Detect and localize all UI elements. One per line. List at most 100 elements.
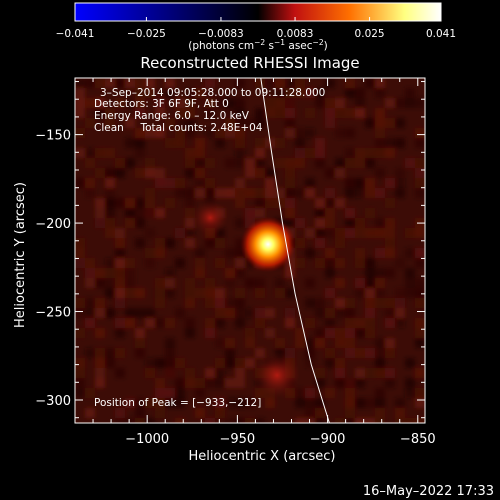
texture-cell bbox=[285, 288, 295, 298]
texture-cell bbox=[415, 228, 425, 238]
texture-cell bbox=[315, 228, 325, 238]
texture-cell bbox=[145, 368, 155, 378]
x-tick-label: −900 bbox=[310, 432, 346, 447]
texture-cell bbox=[75, 358, 85, 368]
texture-cell bbox=[375, 228, 385, 238]
y-tick-label: −200 bbox=[35, 217, 71, 232]
texture-cell bbox=[85, 158, 95, 168]
texture-cell bbox=[85, 118, 95, 128]
texture-cell bbox=[265, 98, 275, 108]
texture-cell bbox=[415, 398, 425, 408]
texture-cell bbox=[75, 308, 85, 318]
texture-cell bbox=[365, 268, 375, 278]
y-axis-ticks: −150 −200 −250 −300 bbox=[35, 81, 425, 419]
texture-cell bbox=[135, 168, 145, 178]
texture-cell bbox=[195, 168, 205, 178]
colorbar bbox=[75, 3, 441, 21]
texture-cell bbox=[95, 348, 105, 358]
texture-cell bbox=[415, 188, 425, 198]
texture-cell bbox=[165, 198, 175, 208]
texture-cell bbox=[135, 98, 145, 108]
texture-cell bbox=[295, 258, 305, 268]
texture-cell bbox=[155, 128, 165, 138]
texture-cell bbox=[85, 188, 95, 198]
texture-cell bbox=[315, 198, 325, 208]
texture-cell bbox=[305, 278, 315, 288]
texture-cell bbox=[345, 128, 355, 138]
texture-cell bbox=[355, 88, 365, 98]
texture-cell bbox=[355, 218, 365, 228]
texture-cell bbox=[375, 278, 385, 288]
texture-cell bbox=[225, 98, 235, 108]
texture-cell bbox=[295, 238, 305, 248]
texture-cell bbox=[295, 78, 305, 88]
texture-cell bbox=[75, 388, 85, 398]
texture-cell bbox=[75, 148, 85, 158]
texture-cell bbox=[325, 348, 335, 358]
texture-cell bbox=[155, 378, 165, 388]
texture-cell bbox=[355, 278, 365, 288]
texture-cell bbox=[385, 268, 395, 278]
texture-cell bbox=[355, 328, 365, 338]
texture-cell bbox=[315, 238, 325, 248]
texture-cell bbox=[275, 88, 285, 98]
texture-cell bbox=[365, 258, 375, 268]
texture-cell bbox=[415, 98, 425, 108]
texture-cell bbox=[235, 188, 245, 198]
texture-cell bbox=[375, 268, 385, 278]
texture-cell bbox=[195, 178, 205, 188]
colorbar-tick-label: −0.025 bbox=[127, 28, 166, 40]
texture-cell bbox=[395, 318, 405, 328]
texture-cell bbox=[355, 398, 365, 408]
texture-cell bbox=[215, 128, 225, 138]
texture-cell bbox=[145, 308, 155, 318]
texture-cell bbox=[255, 288, 265, 298]
texture-cell bbox=[375, 408, 385, 418]
texture-cell bbox=[285, 178, 295, 188]
texture-cell bbox=[75, 108, 85, 118]
texture-cell bbox=[135, 208, 145, 218]
texture-cell bbox=[385, 238, 395, 248]
texture-cell bbox=[285, 78, 295, 88]
texture-cell bbox=[125, 318, 135, 328]
texture-cell bbox=[195, 268, 205, 278]
texture-cell bbox=[235, 368, 245, 378]
texture-cell bbox=[325, 228, 335, 238]
texture-cell bbox=[295, 138, 305, 148]
texture-cell bbox=[355, 188, 365, 198]
texture-cell bbox=[105, 198, 115, 208]
texture-cell bbox=[145, 158, 155, 168]
texture-cell bbox=[355, 288, 365, 298]
texture-cell bbox=[95, 98, 105, 108]
texture-cell bbox=[135, 78, 145, 88]
texture-cell bbox=[155, 98, 165, 108]
texture-cell bbox=[145, 208, 155, 218]
texture-cell bbox=[235, 158, 245, 168]
texture-cell bbox=[155, 248, 165, 258]
texture-cell bbox=[205, 378, 215, 388]
texture-cell bbox=[395, 258, 405, 268]
texture-cell bbox=[95, 308, 105, 318]
texture-cell bbox=[255, 278, 265, 288]
texture-cell bbox=[95, 218, 105, 228]
texture-cell bbox=[215, 298, 225, 308]
texture-cell bbox=[95, 268, 105, 278]
texture-cell bbox=[355, 248, 365, 258]
texture-cell bbox=[385, 228, 395, 238]
texture-cell bbox=[345, 378, 355, 388]
texture-cell bbox=[335, 278, 345, 288]
texture-cell bbox=[325, 208, 335, 218]
chart-title: Reconstructed RHESSI Image bbox=[140, 54, 359, 72]
texture-cell bbox=[85, 408, 95, 418]
texture-cell bbox=[275, 98, 285, 108]
texture-cell bbox=[395, 408, 405, 418]
texture-cell bbox=[135, 138, 145, 148]
texture-cell bbox=[275, 278, 285, 288]
texture-cell bbox=[255, 108, 265, 118]
texture-cell bbox=[415, 278, 425, 288]
texture-cell bbox=[115, 248, 125, 258]
texture-cell bbox=[175, 128, 185, 138]
texture-cell bbox=[125, 308, 135, 318]
texture-cell bbox=[75, 78, 85, 88]
texture-cell bbox=[155, 238, 165, 248]
